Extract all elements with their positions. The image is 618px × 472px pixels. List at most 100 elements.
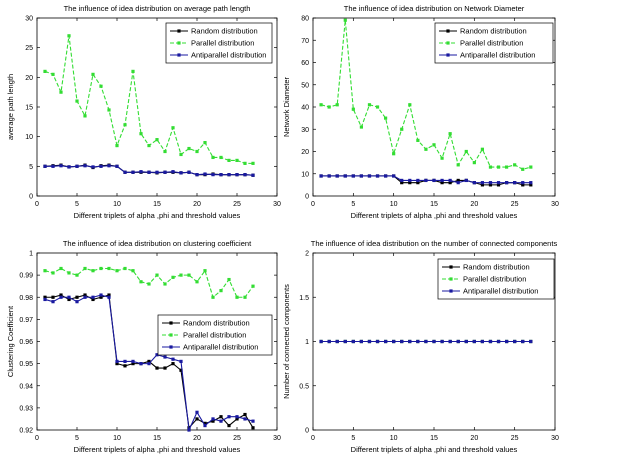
y-tick-label: 0.5: [299, 383, 309, 390]
y-tick-label: 70: [301, 38, 309, 45]
data-point: [83, 114, 87, 118]
data-point: [187, 428, 191, 432]
data-point: [195, 417, 199, 421]
legend-label: Parallel distribution: [183, 331, 246, 340]
data-point: [243, 412, 247, 417]
data-point: [456, 178, 460, 183]
data-point: [251, 161, 255, 165]
y-tick-label: 0.98: [19, 295, 33, 302]
x-tick-label: 20: [470, 201, 478, 208]
chart-title: The influence of idea distribution on th…: [311, 239, 558, 248]
data-point: [163, 366, 167, 370]
data-point: [99, 164, 103, 168]
data-point: [59, 295, 63, 299]
legend-label: Parallel distribution: [460, 39, 523, 48]
x-tick-label: 5: [75, 435, 79, 442]
data-point: [83, 266, 87, 271]
data-point: [319, 339, 323, 344]
data-point: [488, 183, 493, 187]
data-point: [488, 339, 493, 344]
data-point: [392, 152, 396, 156]
data-point: [440, 339, 444, 344]
y-tick-label: 0.96: [19, 339, 33, 346]
data-point: [179, 152, 183, 157]
data-point: [195, 410, 199, 414]
x-tick-label: 30: [273, 435, 281, 442]
legend-marker: [169, 345, 173, 349]
data-point: [75, 300, 79, 304]
data-point: [219, 415, 223, 419]
data-point: [203, 141, 207, 145]
data-point: [147, 362, 151, 366]
data-point: [179, 171, 183, 175]
data-point: [43, 69, 47, 73]
legend: Random distribution Parallel distribution…: [434, 22, 554, 64]
data-point: [416, 339, 420, 344]
data-point: [203, 423, 207, 428]
data-point: [163, 170, 167, 174]
data-point: [139, 132, 143, 136]
data-point: [147, 359, 151, 364]
chart-2: The influence of idea distribution on Ne…: [282, 4, 559, 220]
data-point: [359, 125, 363, 129]
data-point: [171, 357, 175, 361]
x-tick-label: 5: [75, 201, 79, 208]
data-point: [400, 178, 404, 183]
data-point: [319, 174, 323, 178]
y-tick-label: 5: [29, 164, 33, 171]
data-point: [335, 103, 339, 107]
data-point: [367, 174, 372, 178]
y-tick-label: 0.99: [19, 273, 33, 280]
x-tick-label: 0: [311, 201, 315, 208]
data-point: [115, 143, 119, 148]
y-tick-label: 0.97: [19, 317, 33, 324]
data-point: [235, 158, 239, 162]
x-tick-label: 10: [113, 435, 121, 442]
data-point: [67, 165, 71, 169]
legend-label: Antiparallel distribution: [463, 287, 538, 296]
y-axis-label: average path length: [6, 74, 15, 140]
data-point: [367, 339, 372, 344]
legend-label: Antiparallel distribution: [183, 343, 258, 352]
data-point: [448, 181, 452, 185]
data-point: [91, 165, 95, 169]
data-point: [123, 364, 127, 368]
data-point: [521, 181, 525, 185]
legend-label: Random distribution: [463, 263, 530, 272]
data-point: [115, 359, 119, 364]
data-point: [139, 170, 143, 174]
data-point: [219, 173, 223, 177]
x-tick-label: 5: [351, 201, 355, 208]
x-tick-label: 15: [153, 201, 161, 208]
data-point: [131, 269, 135, 273]
y-tick-label: 0: [29, 194, 33, 201]
data-point: [496, 181, 501, 185]
data-point: [472, 181, 476, 185]
y-tick-label: 50: [301, 82, 309, 89]
data-point: [179, 359, 183, 364]
data-point: [75, 164, 79, 168]
data-point: [327, 174, 331, 178]
data-point: [219, 155, 223, 160]
y-tick-label: 30: [25, 16, 33, 23]
data-point: [107, 293, 111, 297]
data-point: [123, 170, 127, 174]
data-point: [529, 339, 533, 344]
y-tick-label: 60: [301, 60, 309, 67]
data-point: [179, 273, 183, 277]
x-tick-label: 15: [430, 435, 438, 442]
x-tick-label: 30: [273, 201, 281, 208]
data-point: [107, 295, 111, 299]
data-point: [351, 174, 355, 178]
y-tick-label: 1.5: [299, 295, 309, 302]
legend: Random distribution Parallel distribution…: [437, 258, 555, 300]
data-point: [384, 339, 388, 344]
data-point: [131, 69, 135, 73]
data-point: [195, 173, 199, 177]
data-point: [115, 362, 119, 366]
data-point: [43, 269, 47, 273]
data-point: [400, 181, 404, 185]
data-point: [139, 280, 143, 284]
data-point: [107, 164, 111, 168]
y-axis-label: Clustering Coefficient: [6, 305, 15, 377]
